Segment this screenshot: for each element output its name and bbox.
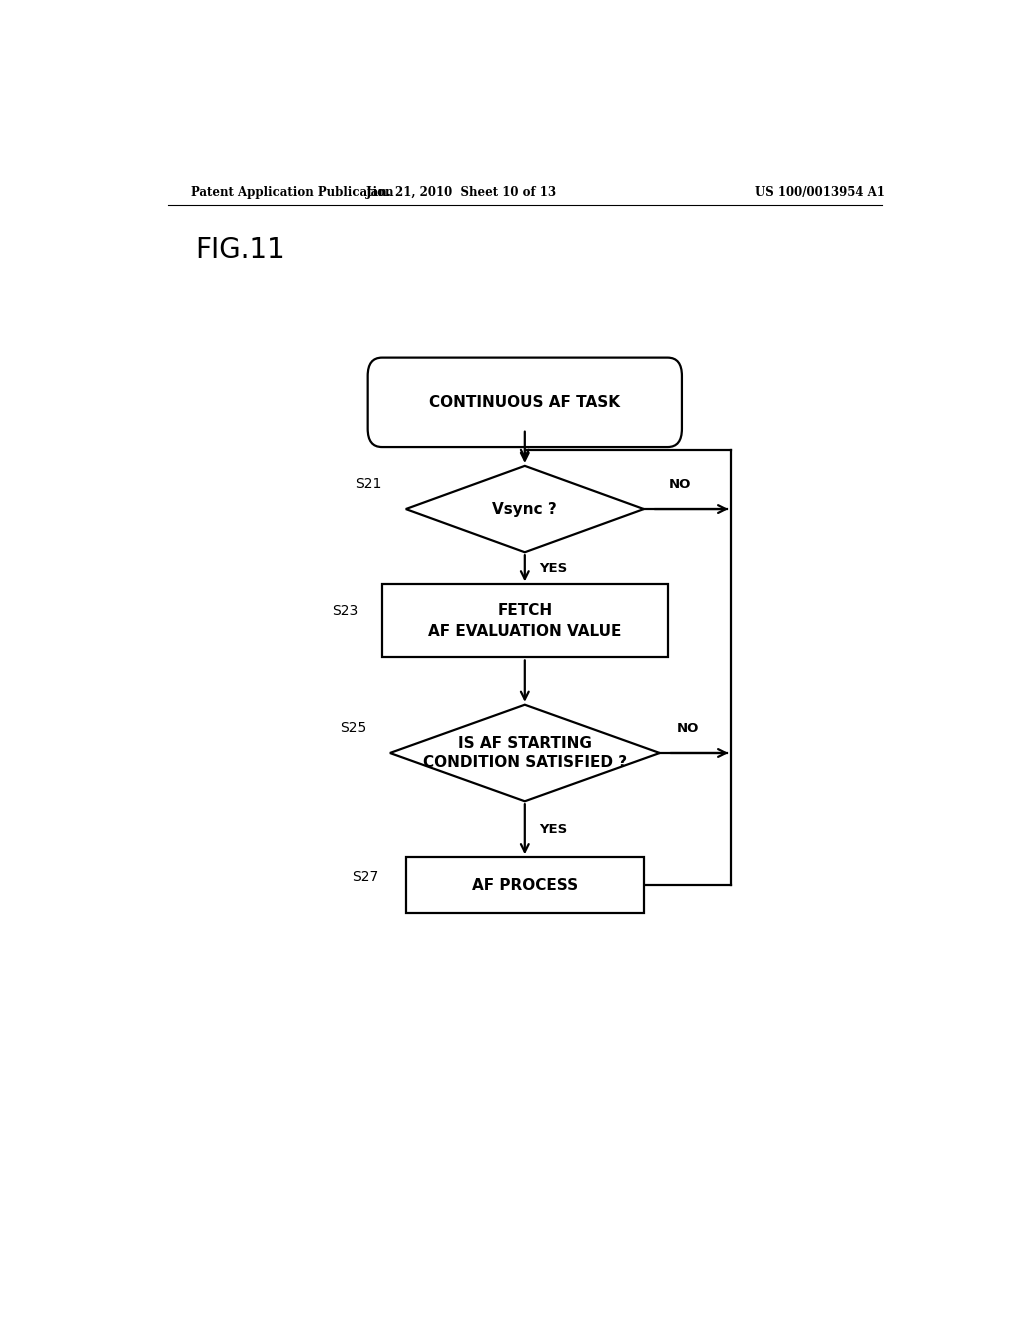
Bar <box>382 585 668 657</box>
FancyBboxPatch shape <box>368 358 682 447</box>
Text: NO: NO <box>669 478 691 491</box>
Bar <box>406 857 644 913</box>
Text: NO: NO <box>676 722 698 735</box>
Text: YES: YES <box>539 562 567 574</box>
Text: S25: S25 <box>340 721 366 735</box>
Text: CONTINUOUS AF TASK: CONTINUOUS AF TASK <box>429 395 621 409</box>
Text: Jan. 21, 2010  Sheet 10 of 13: Jan. 21, 2010 Sheet 10 of 13 <box>366 186 557 199</box>
Text: S21: S21 <box>355 477 382 491</box>
Text: S23: S23 <box>332 603 358 618</box>
Text: US 100/0013954 A1: US 100/0013954 A1 <box>755 186 885 199</box>
Text: Vsync ?: Vsync ? <box>493 502 557 516</box>
Text: FIG.11: FIG.11 <box>196 236 286 264</box>
Text: Patent Application Publication: Patent Application Publication <box>191 186 394 199</box>
Text: FETCH
AF EVALUATION VALUE: FETCH AF EVALUATION VALUE <box>428 603 622 639</box>
Text: S27: S27 <box>351 870 378 884</box>
Text: YES: YES <box>539 822 567 836</box>
Text: IS AF STARTING
CONDITION SATISFIED ?: IS AF STARTING CONDITION SATISFIED ? <box>423 735 627 771</box>
Polygon shape <box>390 705 659 801</box>
Text: AF PROCESS: AF PROCESS <box>472 878 578 892</box>
Polygon shape <box>406 466 644 552</box>
